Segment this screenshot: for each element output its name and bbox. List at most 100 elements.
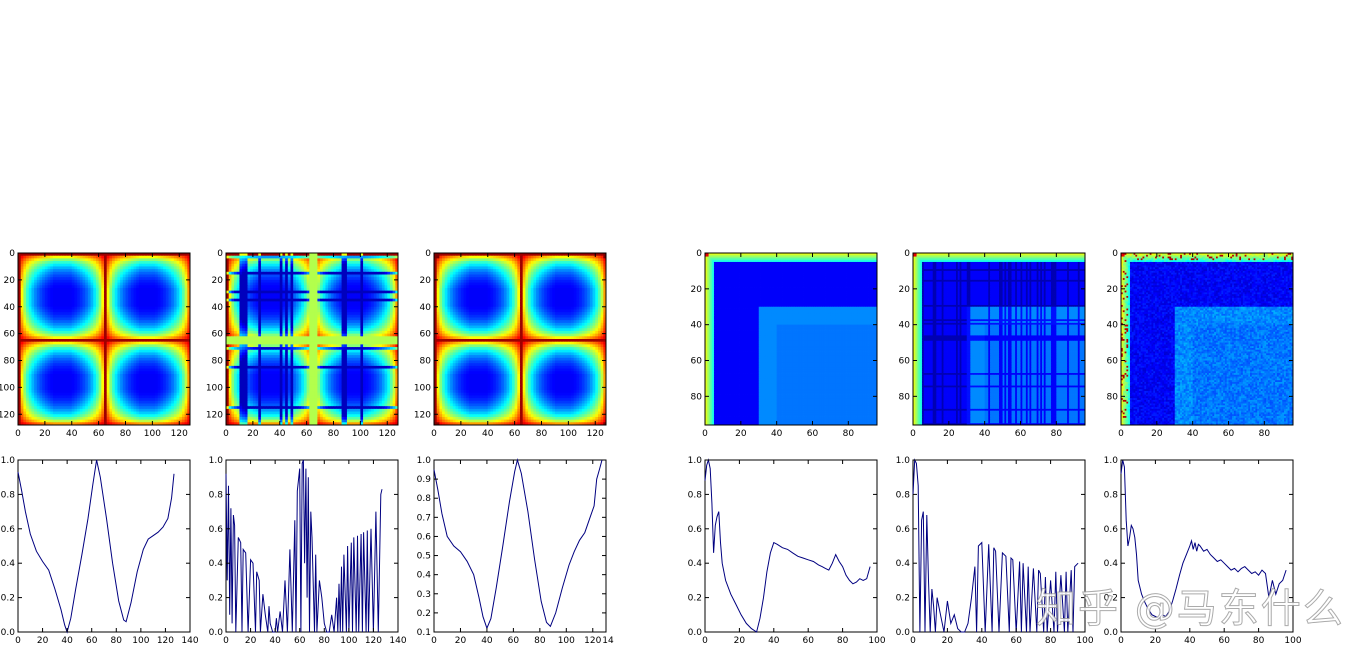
heatmap-cell — [160, 374, 163, 377]
heatmap-cell — [131, 299, 134, 302]
heatmap-cell — [107, 379, 110, 382]
heatmap-cell — [109, 296, 112, 299]
heatmap-cell — [64, 374, 67, 377]
heatmap-cell — [29, 358, 32, 361]
heatmap-cell — [37, 299, 40, 302]
heatmap-cell — [139, 301, 142, 304]
heatmap-cell — [37, 277, 40, 280]
heatmap-cell — [166, 280, 169, 283]
heatmap-cell — [45, 377, 48, 380]
heatmap-cell — [23, 369, 26, 372]
heatmap-cell — [166, 309, 169, 312]
heatmap-cell — [131, 293, 134, 296]
heatmap-cell — [174, 344, 177, 347]
heatmap-cell — [112, 342, 115, 345]
heatmap-cell — [182, 331, 185, 334]
heatmap-cell — [115, 277, 118, 280]
heatmap-cell — [53, 291, 56, 294]
heatmap-cell — [37, 369, 40, 372]
heatmap-cell — [115, 339, 118, 342]
heatmap-cell — [115, 355, 118, 358]
heatmap-cell — [29, 323, 32, 326]
heatmap-cell — [174, 339, 177, 342]
heatmap-cell — [185, 347, 188, 350]
heatmap-cell — [66, 296, 69, 299]
heatmap-cell — [56, 320, 59, 323]
heatmap-cell — [50, 269, 53, 272]
heatmap-cell — [85, 315, 88, 318]
heatmap-cell — [34, 309, 37, 312]
heatmap-cell — [77, 369, 80, 372]
heatmap-cell — [131, 266, 134, 269]
heatmap-cell — [72, 291, 75, 294]
heatmap-cell — [40, 301, 43, 304]
heatmap-cell — [53, 269, 56, 272]
heatmap-cell — [88, 379, 91, 382]
heatmap-cell — [69, 277, 72, 280]
heatmap-cell — [131, 288, 134, 291]
heatmap-cell — [128, 336, 131, 339]
heatmap-cell — [26, 272, 29, 275]
heatmap-cell — [26, 315, 29, 318]
heatmap-cell — [185, 320, 188, 323]
heatmap-cell — [126, 299, 129, 302]
heatmap-cell — [185, 344, 188, 347]
heatmap-cell — [158, 331, 161, 334]
heatmap-cell — [107, 285, 110, 288]
heatmap-cell — [66, 307, 69, 310]
heatmap-cell — [136, 293, 139, 296]
heatmap-cell — [37, 328, 40, 331]
heatmap-cell — [21, 326, 24, 329]
heatmap-cell — [58, 331, 61, 334]
heatmap-cell — [48, 379, 51, 382]
heatmap-cell — [150, 288, 153, 291]
heatmap-cell — [53, 307, 56, 310]
heatmap-cell — [74, 374, 77, 377]
heatmap-cell — [166, 320, 169, 323]
heatmap-cell — [85, 307, 88, 310]
heatmap-cell — [96, 301, 99, 304]
heatmap-cell — [147, 377, 150, 380]
heatmap-cell — [107, 361, 110, 364]
heatmap-cell — [48, 296, 51, 299]
heatmap-cell — [69, 280, 72, 283]
heatmap-cell — [142, 299, 145, 302]
heatmap-cell — [99, 315, 102, 318]
heatmap-cell — [163, 379, 166, 382]
heatmap-cell — [96, 369, 99, 372]
heatmap-cell — [58, 266, 61, 269]
heatmap-cell — [72, 323, 75, 326]
heatmap-cell — [174, 277, 177, 280]
heatmap-cell — [109, 369, 112, 372]
heatmap-cell — [80, 344, 83, 347]
heatmap-cell — [34, 323, 37, 326]
heatmap-cell — [104, 275, 107, 278]
heatmap-cell — [136, 371, 139, 374]
heatmap-cell — [88, 266, 91, 269]
heatmap-cell — [134, 342, 137, 345]
heatmap-cell — [93, 328, 96, 331]
heatmap-cell — [144, 355, 147, 358]
heatmap-cell — [117, 304, 120, 307]
heatmap-cell — [23, 336, 26, 339]
heatmap-cell — [96, 258, 99, 261]
heatmap-cell — [155, 323, 158, 326]
heatmap-cell — [160, 344, 163, 347]
heatmap-cell — [120, 291, 123, 294]
heatmap-cell — [72, 266, 75, 269]
heatmap-cell — [99, 272, 102, 275]
heatmap-cell — [58, 256, 61, 259]
heatmap-cell — [142, 296, 145, 299]
heatmap-cell — [29, 264, 32, 267]
heatmap-cell — [177, 261, 180, 264]
heatmap-cell — [88, 369, 91, 372]
heatmap-cell — [123, 312, 126, 315]
heatmap-cell — [101, 320, 104, 323]
heatmap-cell — [112, 331, 115, 334]
heatmap-cell — [91, 301, 94, 304]
heatmap-cell — [34, 371, 37, 374]
heatmap-cell — [147, 355, 150, 358]
heatmap-cell — [163, 361, 166, 364]
heatmap-cell — [112, 328, 115, 331]
heatmap-cell — [126, 266, 129, 269]
